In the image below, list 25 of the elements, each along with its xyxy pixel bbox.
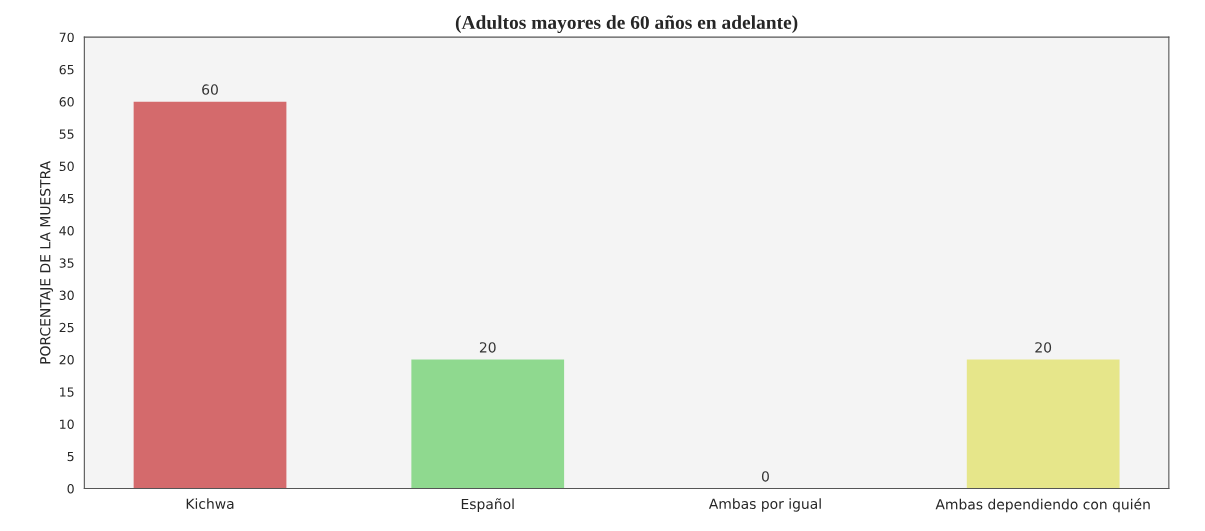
chart-title: (Adultos mayores de 60 años en adelante) [455, 15, 798, 34]
y-tick-label: 40 [59, 226, 74, 236]
y-tick-label: 60 [59, 97, 74, 107]
data-label: 20 [479, 342, 496, 353]
y-tick-label: 65 [59, 64, 74, 75]
y-axis-title: PORCENTAJE DE LA MUESTRA [39, 160, 54, 364]
x-tick-label: Ambas por igual [708, 498, 821, 512]
x-tick-label: Español [461, 498, 514, 512]
y-tick-label: 70 [59, 32, 74, 43]
x-tick-label: Kichwa [186, 498, 234, 509]
y-tick-label: 55 [59, 129, 74, 139]
y-tick-label: 5 [67, 451, 74, 462]
y-tick-label: 35 [59, 258, 74, 268]
y-tick-label: 10 [60, 419, 74, 429]
y-tick-label: 50 [59, 161, 74, 172]
y-tick-label: 0 [67, 483, 74, 494]
y-tick-label: 15 [60, 387, 74, 397]
data-label: 60 [202, 84, 218, 95]
y-tick-label: 25 [59, 322, 74, 333]
y-tick-label: 20 [59, 355, 74, 365]
data-label: 20 [1035, 342, 1052, 353]
x-tick-label: Ambas dependiendo con quién [935, 498, 1150, 513]
y-tick-label: 30 [59, 290, 74, 301]
y-tick-label: 45 [59, 194, 74, 204]
data-label: 0 [761, 471, 769, 482]
